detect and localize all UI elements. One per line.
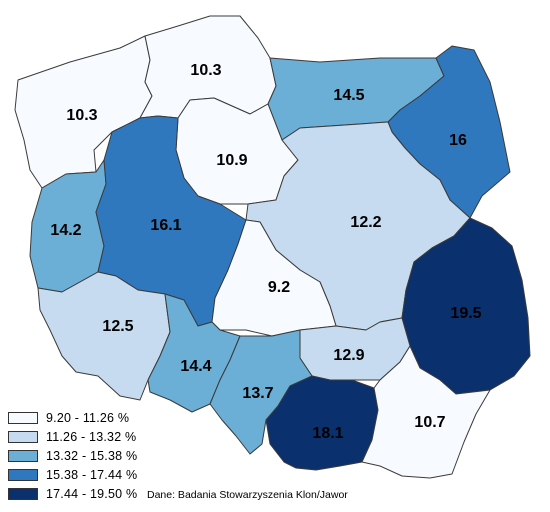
region-value-label: 10.3 xyxy=(66,107,97,124)
legend-swatch xyxy=(8,411,38,424)
legend-item: 9.20 - 11.26 % xyxy=(8,408,137,427)
region-malopolskie xyxy=(265,375,379,471)
region-value-label: 12.5 xyxy=(102,318,133,335)
legend-label: 9.20 - 11.26 % xyxy=(46,410,130,425)
legend-label: 17.44 - 19.50 % xyxy=(46,486,138,501)
region-value-label: 16 xyxy=(449,132,467,149)
legend-item: 11.26 - 13.32 % xyxy=(8,427,137,446)
legend-label: 13.32 - 15.38 % xyxy=(46,448,138,463)
legend-swatch xyxy=(8,487,38,500)
region-podkarpackie xyxy=(361,345,491,479)
region-value-label: 14.5 xyxy=(333,87,364,104)
region-slaskie xyxy=(209,329,313,455)
legend-swatch xyxy=(8,468,38,481)
legend-label: 15.38 - 17.44 % xyxy=(46,467,138,482)
region-value-label: 10.3 xyxy=(190,62,221,79)
region-value-label: 14.4 xyxy=(180,358,211,375)
region-value-label: 10.7 xyxy=(414,414,445,431)
region-value-label: 18.1 xyxy=(312,425,343,442)
source-note: Dane: Badania Stowarzyszenia Klon/Jawor xyxy=(147,489,348,501)
region-value-label: 9.2 xyxy=(268,279,290,296)
region-value-label: 19.5 xyxy=(450,305,481,322)
region-value-label: 14.2 xyxy=(50,222,81,239)
region-value-label: 16.1 xyxy=(150,217,181,234)
region-value-label: 13.7 xyxy=(242,385,273,402)
legend-item: 13.32 - 15.38 % xyxy=(8,446,137,465)
legend-item: 15.38 - 17.44 % xyxy=(8,465,137,484)
legend-swatch xyxy=(8,430,38,443)
region-value-label: 12.9 xyxy=(333,347,364,364)
legend-item: 17.44 - 19.50 % xyxy=(8,484,137,503)
region-value-label: 10.9 xyxy=(216,152,247,169)
legend-label: 11.26 - 13.32 % xyxy=(46,429,137,444)
legend-swatch xyxy=(8,449,38,462)
legend: 9.20 - 11.26 % 11.26 - 13.32 % 13.32 - 1… xyxy=(8,408,137,503)
region-value-label: 12.2 xyxy=(350,214,381,231)
